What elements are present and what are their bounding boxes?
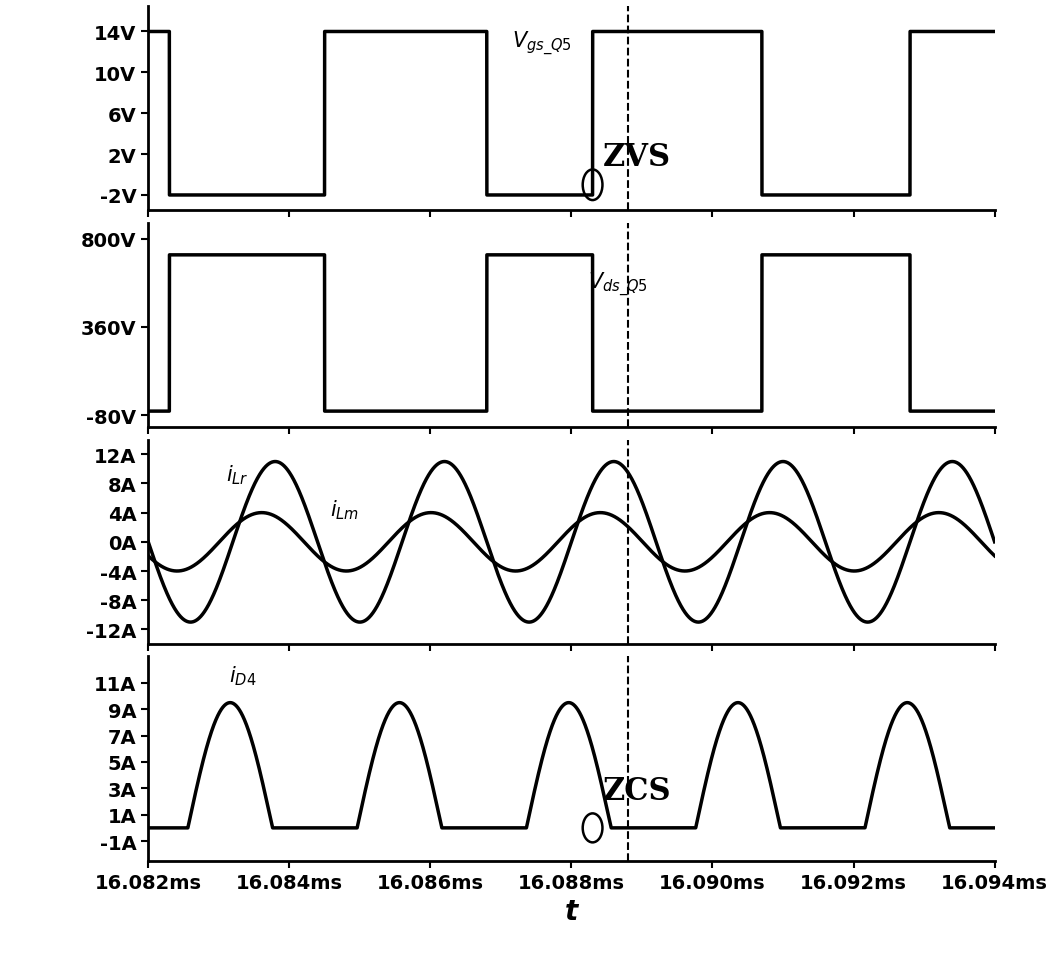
Text: ZVS: ZVS [603,141,671,172]
Text: $i_{Lm}$: $i_{Lm}$ [330,498,360,521]
Text: $V_{gs\_Q5}$: $V_{gs\_Q5}$ [512,29,572,58]
X-axis label: t: t [564,898,578,925]
Text: ZCS: ZCS [603,776,672,806]
Text: $i_{Lr}$: $i_{Lr}$ [226,463,249,486]
Text: $i_{D4}$: $i_{D4}$ [229,663,256,687]
Text: $V_{ds\_Q5}$: $V_{ds\_Q5}$ [589,270,649,299]
